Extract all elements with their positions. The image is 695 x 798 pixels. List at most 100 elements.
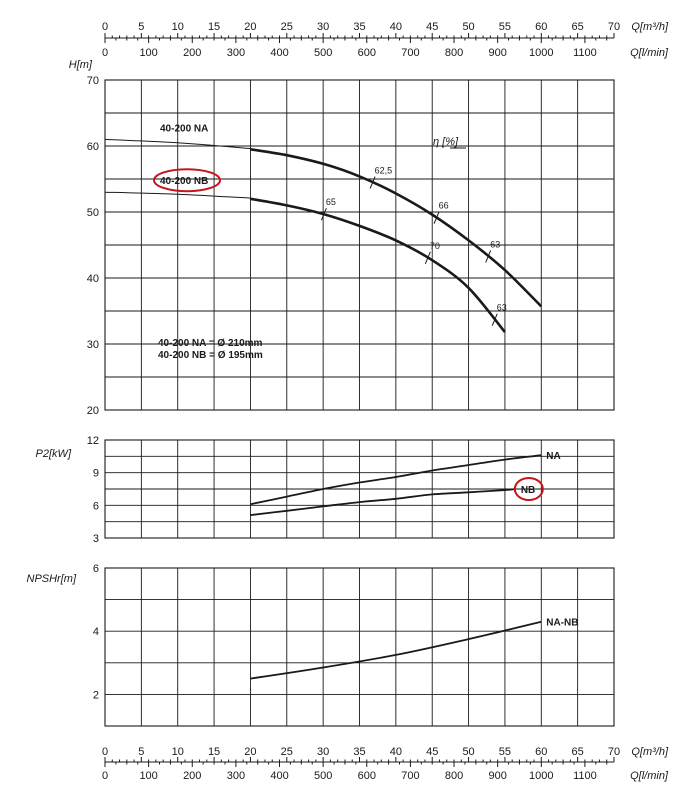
efficiency-mark bbox=[320, 208, 327, 221]
plot-frame bbox=[104, 567, 615, 727]
x-tick-label-lmin: 1000 bbox=[529, 47, 553, 59]
x-tick-label-m3h: 40 bbox=[390, 21, 402, 33]
y-tick-label: 40 bbox=[87, 273, 99, 285]
x-tick-label-m3h: 20 bbox=[244, 21, 256, 33]
x-tick-label-m3h: 65 bbox=[572, 746, 584, 758]
y-tick-label: 12 bbox=[87, 435, 99, 447]
diameter-note: 40-200 NA = Ø 210mm bbox=[158, 338, 263, 349]
x-tick-label-m3h: 25 bbox=[281, 21, 293, 33]
power-curve bbox=[250, 488, 516, 516]
efficiency-label: 66 bbox=[439, 201, 449, 211]
x-tick-label-lmin: 0 bbox=[102, 47, 108, 59]
x-tick-label-lmin: 300 bbox=[227, 770, 245, 782]
y-axis-label: P2[kW] bbox=[36, 448, 72, 460]
x-tick-label-lmin: 800 bbox=[445, 47, 463, 59]
series-label: NB bbox=[521, 485, 535, 496]
highlight-circle bbox=[513, 477, 544, 501]
x-tick-label-lmin: 200 bbox=[183, 47, 201, 59]
y-tick-label: 4 bbox=[93, 626, 99, 638]
series-label: NA-NB bbox=[546, 618, 578, 629]
y-axis-label: H[m] bbox=[69, 59, 93, 71]
x-tick-label-m3h: 30 bbox=[317, 746, 329, 758]
x-tick-label-m3h: 10 bbox=[172, 21, 184, 33]
x-tick-label-m3h: 20 bbox=[244, 746, 256, 758]
y-tick-label: 6 bbox=[93, 563, 99, 575]
efficiency-mark bbox=[424, 251, 431, 264]
x-tick-label-lmin: 100 bbox=[139, 47, 157, 59]
x-tick-label-lmin: 500 bbox=[314, 770, 332, 782]
efficiency-mark bbox=[369, 176, 376, 189]
y-axis-label: NPSHr[m] bbox=[27, 573, 77, 585]
efficiency-label: 65 bbox=[326, 197, 336, 207]
series-label: NA bbox=[546, 451, 560, 462]
x-tick-label-m3h: 10 bbox=[172, 746, 184, 758]
efficiency-axis-label: η [%] bbox=[433, 136, 459, 148]
x-tick-label-m3h: 35 bbox=[353, 21, 365, 33]
head-panel: 20 30 40 50 60 70 H[m] 62,5 66 63 40-200 NA 65 70 63 4… bbox=[69, 59, 615, 417]
x-tick-label-m3h: 60 bbox=[535, 21, 547, 33]
efficiency-label: 63 bbox=[497, 303, 507, 313]
head-curve bbox=[250, 197, 506, 333]
y-tick-label: 50 bbox=[87, 207, 99, 219]
power-curve bbox=[250, 454, 542, 506]
x-tick-label-m3h: 45 bbox=[426, 21, 438, 33]
y-tick-label: 60 bbox=[87, 141, 99, 153]
x-axis-label-m3h: Q[m³/h] bbox=[631, 746, 669, 758]
x-tick-label-m3h: 50 bbox=[462, 746, 474, 758]
top-flow-axis: 0 5 10 15 20 25 30 35 40 45 50 55 60 65 700 100 200 300 40… bbox=[102, 21, 669, 59]
x-tick-label-m3h: 5 bbox=[138, 746, 144, 758]
x-tick-label-m3h: 70 bbox=[608, 21, 620, 33]
plot-frame bbox=[104, 79, 615, 411]
x-tick-label-m3h: 0 bbox=[102, 746, 108, 758]
x-tick-label-lmin: 1000 bbox=[529, 770, 553, 782]
head-curve bbox=[250, 148, 543, 308]
power-panel: 3 6 9 12 P2[kW] NA NB bbox=[36, 435, 615, 545]
y-tick-label: 9 bbox=[93, 468, 99, 480]
efficiency-mark bbox=[433, 211, 440, 224]
bottom-flow-axis: 0 5 10 15 20 25 30 35 40 45 50 55 60 65 700 100 200 300 40… bbox=[102, 746, 669, 782]
x-tick-label-m3h: 15 bbox=[208, 746, 220, 758]
x-tick-label-m3h: 5 bbox=[138, 21, 144, 33]
x-tick-label-lmin: 500 bbox=[314, 47, 332, 59]
x-tick-label-m3h: 0 bbox=[102, 21, 108, 33]
x-tick-label-m3h: 25 bbox=[281, 746, 293, 758]
y-tick-label: 3 bbox=[93, 533, 99, 545]
x-tick-label-m3h: 45 bbox=[426, 746, 438, 758]
diameter-note: 40-200 NB = Ø 195mm bbox=[158, 350, 263, 361]
x-tick-label-lmin: 0 bbox=[102, 770, 108, 782]
efficiency-label: 62,5 bbox=[375, 166, 393, 176]
x-tick-label-lmin: 900 bbox=[488, 770, 506, 782]
x-tick-label-lmin: 100 bbox=[139, 770, 157, 782]
x-axis-label-m3h: Q[m³/h] bbox=[631, 21, 669, 33]
plot-frame bbox=[104, 439, 615, 539]
y-tick-label: 30 bbox=[87, 339, 99, 351]
x-tick-label-lmin: 400 bbox=[270, 770, 288, 782]
head-curve-extension bbox=[104, 138, 251, 150]
y-tick-label: 70 bbox=[87, 75, 99, 87]
npsh-panel: 2 4 6 NPSHr[m] NA-NB bbox=[27, 563, 615, 727]
x-axis-label-lmin: Q[l/min] bbox=[630, 47, 669, 59]
efficiency-label: 70 bbox=[430, 241, 440, 251]
series-label: 40-200 NB bbox=[160, 176, 208, 187]
x-tick-label-m3h: 30 bbox=[317, 21, 329, 33]
y-tick-label: 6 bbox=[93, 500, 99, 512]
y-tick-label: 2 bbox=[93, 689, 99, 701]
x-tick-label-m3h: 55 bbox=[499, 21, 511, 33]
efficiency-mark bbox=[485, 250, 492, 263]
x-tick-label-lmin: 1100 bbox=[573, 47, 597, 59]
y-tick-label: 20 bbox=[87, 405, 99, 417]
x-tick-label-lmin: 300 bbox=[227, 47, 245, 59]
x-tick-label-lmin: 400 bbox=[270, 47, 288, 59]
x-tick-label-m3h: 65 bbox=[572, 21, 584, 33]
head-curve-extension bbox=[104, 191, 251, 199]
highlight-circle bbox=[153, 168, 221, 193]
x-tick-label-m3h: 70 bbox=[608, 746, 620, 758]
x-tick-label-m3h: 60 bbox=[535, 746, 547, 758]
x-tick-label-m3h: 35 bbox=[353, 746, 365, 758]
x-tick-label-m3h: 55 bbox=[499, 746, 511, 758]
x-tick-label-lmin: 600 bbox=[358, 47, 376, 59]
npsh-curve bbox=[250, 620, 542, 680]
x-tick-label-lmin: 200 bbox=[183, 770, 201, 782]
x-tick-label-lmin: 800 bbox=[445, 770, 463, 782]
